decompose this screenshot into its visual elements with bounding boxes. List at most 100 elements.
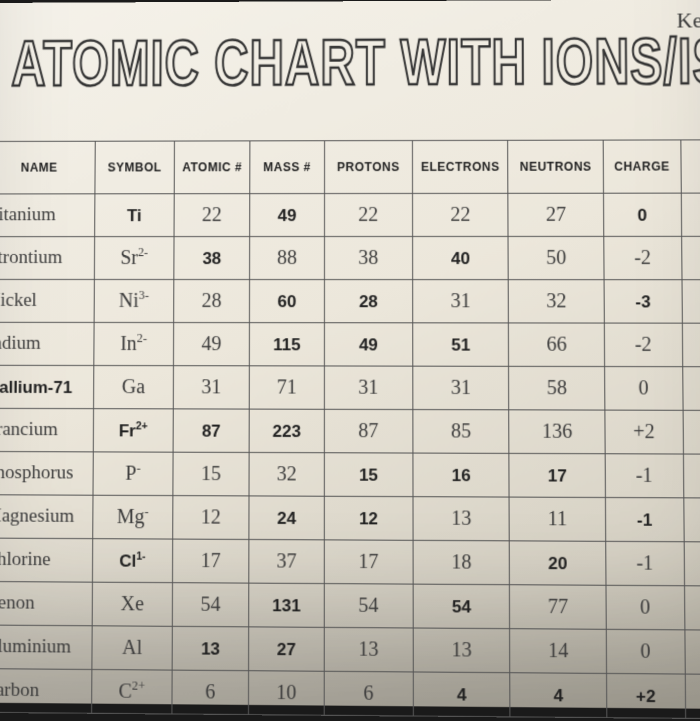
cell-neutrons: 50: [508, 236, 604, 279]
ion-charge-superscript: -: [145, 504, 149, 518]
column-header: ATOMIC #: [174, 141, 250, 194]
table-row: XenonXe541315454770: [0, 581, 700, 630]
cell-value: 12: [359, 509, 378, 528]
page-title: ATOMIC CHART WITH IONS/ISOTOP: [11, 25, 700, 101]
table-row: NickelNi3-2860283132-3: [0, 279, 700, 323]
cell-value: 88: [277, 247, 297, 269]
cell-value: 49: [278, 206, 297, 225]
table-row: Gallium-71Ga31713131580: [0, 365, 700, 410]
cell-protons: 12: [324, 496, 413, 540]
cell-value: 38: [358, 247, 378, 269]
cell-name: Chlorine: [0, 538, 93, 582]
ion-charge-superscript: 1-: [136, 550, 145, 562]
cell-electrons: 85: [413, 410, 509, 454]
cell-value: 14: [548, 639, 568, 662]
cell-name: Gallium-71: [0, 365, 94, 408]
column-header: SYMBOL: [95, 141, 175, 194]
cell-value: Xenon: [0, 592, 35, 614]
cell-charge: -1: [605, 454, 683, 498]
cell-electrons: 51: [413, 323, 509, 367]
cell-extra: [683, 498, 700, 542]
cell-neutrons: 66: [509, 323, 605, 367]
cell-neutrons: 32: [509, 280, 605, 323]
cell-mass: 37: [249, 539, 324, 583]
cell-name: Aluminium: [0, 625, 92, 669]
cell-symbol: Mg-: [93, 495, 173, 539]
cell-extra: [685, 674, 700, 719]
cell-charge: -2: [604, 323, 682, 367]
cell-value: 49: [359, 335, 378, 354]
cell-symbol: Sr2-: [94, 237, 174, 280]
cell-atomic: 49: [174, 323, 250, 366]
cell-value: 12: [201, 506, 221, 528]
cell-protons: 22: [324, 193, 412, 236]
cell-value: 0: [638, 377, 648, 399]
cell-value: Strontium: [0, 247, 62, 268]
cell-atomic: 38: [174, 237, 250, 280]
cell-electrons: 18: [413, 540, 510, 584]
cell-atomic: 15: [173, 452, 249, 496]
cell-atomic: 54: [172, 583, 249, 627]
cell-electrons: 22: [412, 193, 508, 236]
cell-electrons: 4: [413, 672, 510, 717]
cell-value: 54: [201, 593, 221, 615]
cell-mass: 60: [250, 280, 325, 323]
cell-mass: 10: [249, 671, 324, 716]
cell-symbol: Al: [92, 626, 173, 670]
cell-extra: [685, 630, 700, 675]
cell-value: Fr2+: [119, 421, 148, 440]
cell-name: Magnesium: [0, 495, 93, 539]
cell-neutrons: 58: [509, 366, 605, 410]
table-header-row: NAMESYMBOLATOMIC #MASS #PROTONSELECTRONS…: [0, 140, 700, 194]
cell-value: 50: [546, 246, 566, 268]
cell-value: 28: [359, 292, 378, 311]
cell-electrons: 31: [413, 280, 509, 323]
cell-extra: [682, 367, 700, 411]
cell-protons: 13: [324, 627, 413, 672]
cell-mass: 27: [249, 627, 324, 671]
cell-name: Phosphorus: [0, 451, 93, 495]
cell-value: 87: [202, 421, 221, 440]
cell-value: Indium: [0, 333, 41, 354]
cell-charge: -1: [605, 497, 683, 541]
cell-name: Nickel: [0, 279, 94, 322]
cell-value: 131: [272, 595, 301, 615]
ion-charge-superscript: 2+: [132, 678, 145, 692]
cell-extra: [681, 193, 700, 236]
cell-neutrons: 4: [510, 673, 607, 718]
cell-name: Indium: [0, 322, 94, 365]
cell-symbol: In2-: [94, 322, 174, 365]
cell-value: -2: [635, 333, 652, 355]
table-row: MagnesiumMg-1224121311-1: [0, 495, 700, 542]
cell-value: 27: [546, 203, 566, 225]
cell-electrons: 31: [413, 366, 509, 410]
cell-value: Francium: [0, 419, 58, 440]
cell-protons: 54: [324, 584, 413, 628]
cell-charge: 0: [603, 193, 681, 236]
cell-charge: +2: [606, 673, 685, 718]
cell-value: 77: [548, 595, 568, 618]
cell-value: 22: [450, 203, 470, 225]
cell-mass: 49: [250, 194, 324, 237]
cell-value: Carbon: [0, 679, 39, 701]
cell-value: 28: [202, 290, 222, 312]
cell-value: 17: [548, 466, 567, 485]
cell-symbol: Ti: [94, 194, 174, 237]
cell-value: 38: [202, 249, 221, 268]
cell-mass: 223: [249, 409, 324, 453]
table-row: AluminiumAl13271313140: [0, 625, 700, 674]
ion-charge-superscript: -: [136, 460, 140, 474]
cell-value: 22: [358, 203, 378, 225]
cell-protons: 6: [324, 671, 413, 716]
cell-value: 37: [276, 550, 296, 572]
cell-charge: +2: [605, 410, 683, 454]
cell-value: 31: [358, 376, 378, 398]
cell-value: 54: [452, 597, 471, 617]
cell-neutrons: 20: [510, 541, 606, 585]
cell-name: Carbon: [0, 669, 92, 714]
cell-electrons: 40: [413, 236, 509, 279]
cell-electrons: 13: [413, 497, 510, 541]
cell-value: In2-: [120, 332, 147, 354]
cell-value: Cl1-: [119, 551, 145, 570]
cell-protons: 17: [324, 540, 413, 584]
